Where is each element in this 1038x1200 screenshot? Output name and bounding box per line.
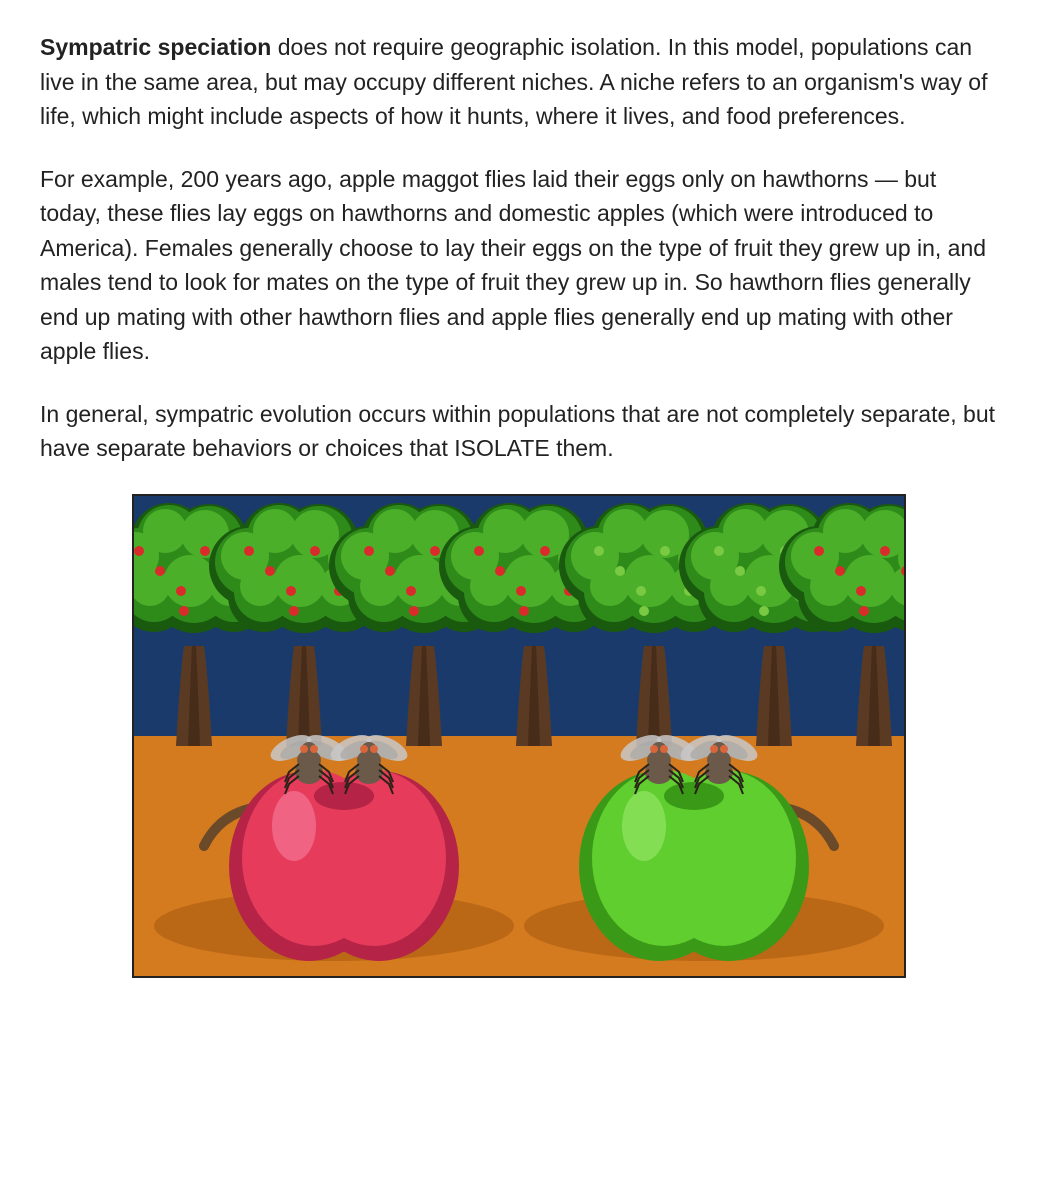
paragraph-3: In general, sympatric evolution occurs w… xyxy=(40,397,998,466)
lead-term: Sympatric speciation xyxy=(40,34,271,60)
paragraph-2: For example, 200 years ago, apple maggot… xyxy=(40,162,998,369)
paragraph-1: Sympatric speciation does not require ge… xyxy=(40,30,998,134)
speciation-illustration xyxy=(132,494,906,978)
